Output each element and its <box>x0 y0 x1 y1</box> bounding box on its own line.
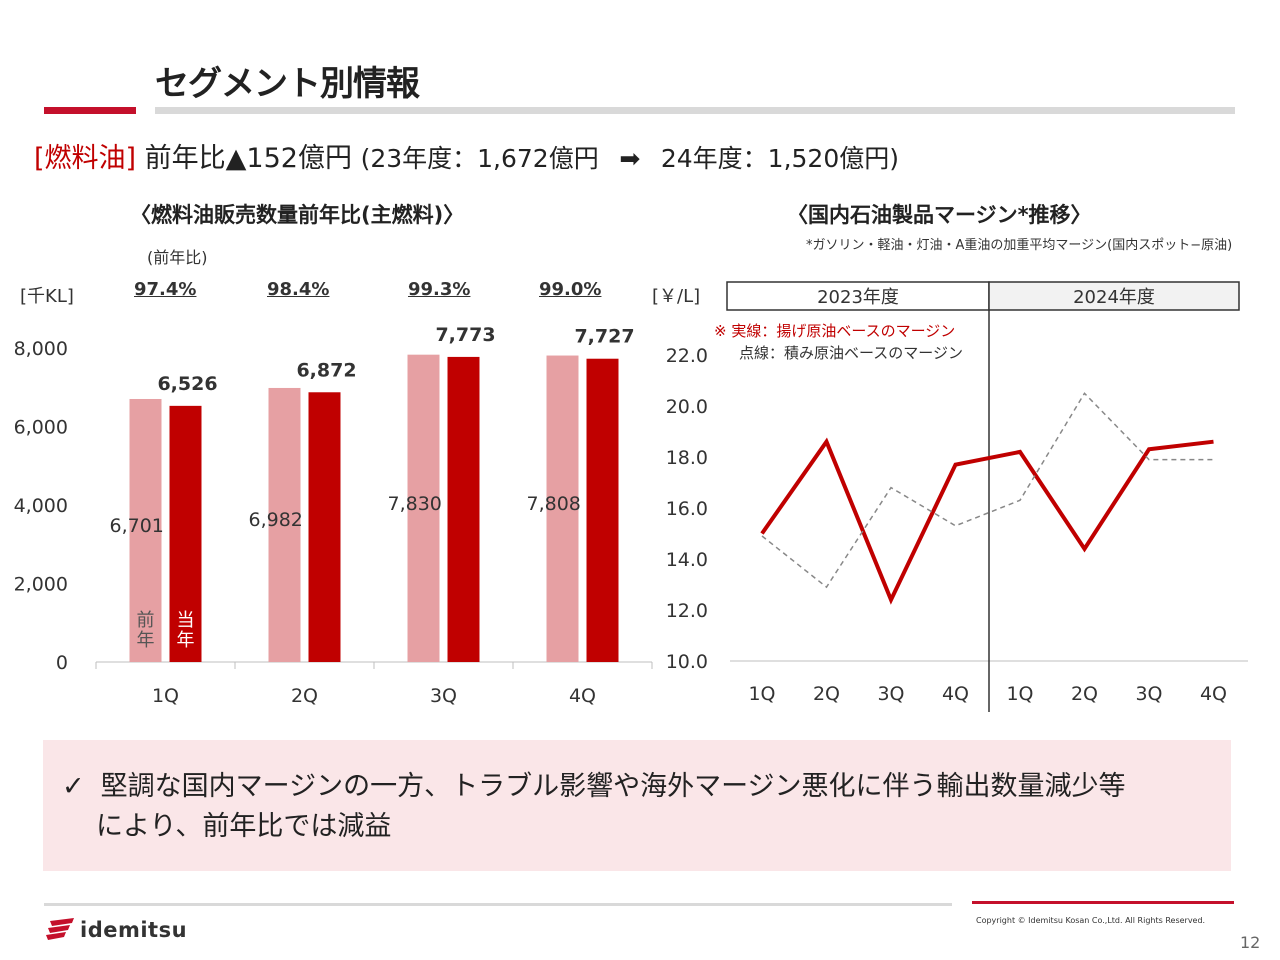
footer-rule <box>44 903 952 906</box>
left-unit-label: [千KL] <box>20 286 74 307</box>
x-category-label: 3Q <box>430 685 457 707</box>
summary-headline: 前年比▲152億円 <box>144 143 352 174</box>
legend-prev-year-label: 前 <box>137 610 155 631</box>
bar-prev-value-label: 6,701 <box>110 515 164 537</box>
title-accent-bar <box>44 107 136 114</box>
segment-category: [燃料油] <box>34 143 137 174</box>
legend-current-year-label: 当 <box>177 610 195 631</box>
legend-current-year-label: 年 <box>177 630 195 651</box>
page-number: 12 <box>1240 933 1261 952</box>
x-category-label: 2Q <box>1071 683 1098 705</box>
bar-current-value-label: 7,773 <box>435 324 495 346</box>
fy2024-label: 2024年度 <box>1073 287 1155 308</box>
y-tick-label: 12.0 <box>666 600 708 622</box>
y-tick-label: 0 <box>56 652 68 674</box>
x-category-label: 1Q <box>152 685 179 707</box>
y-tick-label: 6,000 <box>14 417 68 439</box>
bar-prev-year <box>546 355 579 662</box>
y-tick-label: 14.0 <box>666 549 708 571</box>
y-tick-label: 2,000 <box>14 574 68 596</box>
takeaway-callout <box>43 740 1231 871</box>
x-category-label: 4Q <box>942 683 969 705</box>
check-icon: ✓ <box>62 771 85 802</box>
yoy-pct-3q: 99.3% <box>408 279 471 300</box>
right-unit-label: [￥/L] <box>652 286 701 307</box>
bar-current-value-label: 7,727 <box>574 326 634 348</box>
copyright: Copyright © Idemitsu Kosan Co.,Ltd. All … <box>976 916 1206 925</box>
series-line-loading-crude <box>761 392 1214 589</box>
legend-solid-line: ※ 実線：揚げ原油ベースのマージン <box>714 322 955 340</box>
y-tick-label: 4,000 <box>14 495 68 517</box>
page-title: セグメント別情報 <box>155 64 420 104</box>
idemitsu-logo-text: idemitsu <box>80 918 188 942</box>
bar-current-value-label: 6,872 <box>296 359 356 381</box>
bar-current-year <box>308 392 341 662</box>
x-category-label: 1Q <box>1006 683 1033 705</box>
margin-line-chart: 2023年度 2024年度 ※ 実線：揚げ原油ベースのマージン点線：積み原油ベースの… <box>666 281 1248 712</box>
takeaway-text: ✓ 堅調な国内マージンの一方、トラブル影響や海外マージン悪化に伴う輸出数量減少等 … <box>62 767 1126 847</box>
y-tick-label: 8,000 <box>14 338 68 360</box>
takeaway-line-1: 堅調な国内マージンの一方、トラブル影響や海外マージン悪化に伴う輸出数量減少等 <box>100 771 1126 802</box>
yoy-pct-4q: 99.0% <box>539 279 602 300</box>
legend-prev-year-label: 年 <box>137 630 155 651</box>
left-chart-title: 〈燃料油販売数量前年比(主燃料)〉 <box>130 203 465 227</box>
bar-prev-value-label: 7,830 <box>388 493 442 515</box>
bar-current-value-label: 6,526 <box>157 373 217 395</box>
x-category-label: 4Q <box>569 685 596 707</box>
idemitsu-logo-icon <box>46 918 74 940</box>
summary-detail-close: 24年度：1,520億円) <box>660 144 899 173</box>
legend-dotted-line: 点線：積み原油ベースのマージン <box>739 344 963 362</box>
fy2024-header-box <box>988 281 1240 311</box>
bar-prev-year <box>129 398 162 662</box>
y-tick-label: 22.0 <box>666 345 708 367</box>
yoy-label: (前年比) <box>147 248 208 267</box>
y-tick-label: 16.0 <box>666 498 708 520</box>
footer-accent-rule <box>972 901 1234 904</box>
yoy-pct-2q: 98.4% <box>267 279 330 300</box>
summary-detail-open: (23年度：1,672億円 <box>360 144 599 173</box>
bar-current-year <box>169 405 202 662</box>
margin-footnote: *ガソリン・軽油・灯油・A重油の加重平均マージン(国内スポット−原油) <box>806 238 1233 253</box>
bar-current-year <box>586 358 619 662</box>
x-category-label: 4Q <box>1200 683 1227 705</box>
bar-current-year <box>447 356 480 662</box>
takeaway-line-2: により、前年比では減益 <box>96 811 392 842</box>
series-line-landed-crude <box>760 437 1214 605</box>
bar-prev-value-label: 7,808 <box>527 493 581 515</box>
x-category-label: 2Q <box>291 685 318 707</box>
x-category-label: 2Q <box>813 683 840 705</box>
y-tick-label: 10.0 <box>666 651 708 673</box>
y-tick-label: 18.0 <box>666 447 708 469</box>
fy2023-label: 2023年度 <box>817 287 899 308</box>
bar-prev-value-label: 6,982 <box>249 509 303 531</box>
x-category-label: 1Q <box>748 683 775 705</box>
right-chart-title: 〈国内石油製品マージン*推移〉 <box>787 203 1092 227</box>
summary-line: [燃料油] 前年比▲152億円 (23年度：1,672億円 ➡ 24年度：1,5… <box>34 136 899 175</box>
x-category-label: 3Q <box>1135 683 1162 705</box>
summary-arrow-icon: ➡ <box>619 144 641 173</box>
fy2023-header-box <box>726 281 990 311</box>
yoy-pct-1q: 97.4% <box>134 279 197 300</box>
y-tick-label: 20.0 <box>666 396 708 418</box>
bar-prev-year <box>268 387 301 662</box>
bar-prev-year <box>407 354 440 662</box>
title-underline <box>155 107 1235 114</box>
fuel-sales-bar-chart: 02,0004,0006,0008,0006,7016,5261Q前年当年6,9… <box>14 324 653 707</box>
x-category-label: 3Q <box>877 683 904 705</box>
